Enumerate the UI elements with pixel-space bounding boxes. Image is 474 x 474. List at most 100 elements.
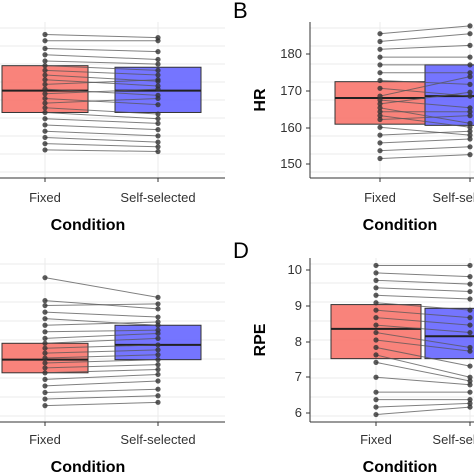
pair-line (375, 346, 471, 367)
pair-line (379, 126, 471, 136)
point-fixed (42, 58, 48, 64)
pair-line (44, 311, 159, 318)
point-self-selected (467, 344, 473, 351)
point-self-selected (155, 366, 161, 373)
pair-line (375, 287, 471, 293)
point-self-selected (155, 148, 161, 155)
point-fixed (42, 81, 48, 87)
point-self-selected (467, 296, 473, 302)
point-fixed (42, 122, 48, 128)
point-self-selected (155, 335, 161, 341)
point-fixed (373, 315, 379, 321)
pair-line (379, 99, 471, 109)
point-fixed (42, 376, 48, 382)
point-self-selected (155, 38, 161, 44)
panel-1: Fixed Self-selected Condition (0, 22, 225, 234)
point-fixed (42, 360, 48, 366)
pair-line (44, 33, 159, 39)
pair-line (44, 329, 159, 333)
point-fixed (377, 46, 383, 52)
pair-line (44, 344, 159, 349)
pair-line (379, 33, 471, 42)
point-fixed (42, 141, 48, 147)
pair-line (44, 364, 159, 369)
pair-line (44, 354, 159, 359)
point-fixed (42, 403, 48, 409)
point-fixed (42, 335, 48, 341)
point-self-selected (467, 124, 473, 130)
point-self-selected (467, 113, 473, 119)
point-self-selected (155, 111, 161, 117)
pair-line (44, 277, 159, 298)
point-fixed (42, 147, 48, 153)
point-fixed (373, 329, 379, 336)
point-fixed (42, 77, 48, 83)
point-fixed (42, 109, 48, 116)
point-self-selected (467, 136, 473, 142)
pair-line (379, 146, 471, 152)
point-fixed (373, 270, 379, 276)
point-self-selected (155, 95, 161, 102)
point-fixed (42, 52, 48, 58)
point-self-selected (155, 86, 161, 92)
pair-line (44, 303, 159, 307)
pair-line (44, 97, 159, 104)
pair-line (379, 138, 471, 144)
y-tick-label: 6 (295, 405, 302, 420)
point-self-selected (467, 378, 473, 384)
point-self-selected (155, 301, 161, 307)
point-fixed (373, 397, 379, 403)
point-fixed (42, 100, 48, 106)
point-fixed (377, 113, 383, 119)
point-fixed (373, 337, 379, 343)
point-self-selected (467, 109, 473, 115)
point-fixed (377, 105, 383, 111)
pair-line (44, 60, 159, 65)
point-self-selected (155, 102, 161, 108)
pair-line (379, 130, 471, 136)
point-fixed (42, 345, 48, 351)
point-self-selected (155, 61, 161, 67)
pair-line (44, 107, 159, 115)
pair-line (44, 395, 159, 400)
point-self-selected (467, 274, 473, 280)
point-fixed (42, 95, 48, 102)
point-self-selected (155, 139, 161, 145)
pair-line (375, 332, 471, 348)
pair-line (44, 332, 159, 339)
point-self-selected (155, 399, 161, 405)
pair-line (375, 317, 471, 326)
point-fixed (42, 389, 48, 396)
point-self-selected (155, 347, 161, 353)
point-self-selected (155, 357, 161, 363)
point-fixed (373, 292, 379, 298)
point-fixed (377, 54, 383, 60)
point-fixed (42, 329, 48, 335)
point-fixed (377, 97, 383, 103)
point-self-selected (155, 306, 161, 312)
point-fixed (377, 140, 383, 146)
pair-line (375, 309, 471, 319)
point-fixed (42, 31, 48, 38)
pair-line (44, 65, 159, 71)
pair-line (379, 76, 471, 97)
point-self-selected (467, 281, 473, 287)
point-fixed (377, 148, 383, 154)
x-axis-label: Condition (363, 217, 438, 234)
x-axis-label: Condition (51, 217, 126, 234)
pair-line (375, 279, 471, 285)
point-self-selected (155, 116, 161, 122)
point-self-selected (155, 371, 161, 378)
pair-line (44, 79, 159, 85)
point-fixed (377, 77, 383, 84)
point-fixed (373, 322, 379, 328)
point-fixed (377, 124, 383, 130)
pair-line (379, 87, 471, 97)
pair-line (44, 380, 159, 387)
pair-line (44, 136, 159, 143)
point-self-selected (155, 378, 161, 384)
point-self-selected (155, 330, 161, 337)
pair-line (44, 130, 159, 137)
y-tick-label: 170 (280, 83, 302, 98)
point-fixed (373, 300, 379, 306)
